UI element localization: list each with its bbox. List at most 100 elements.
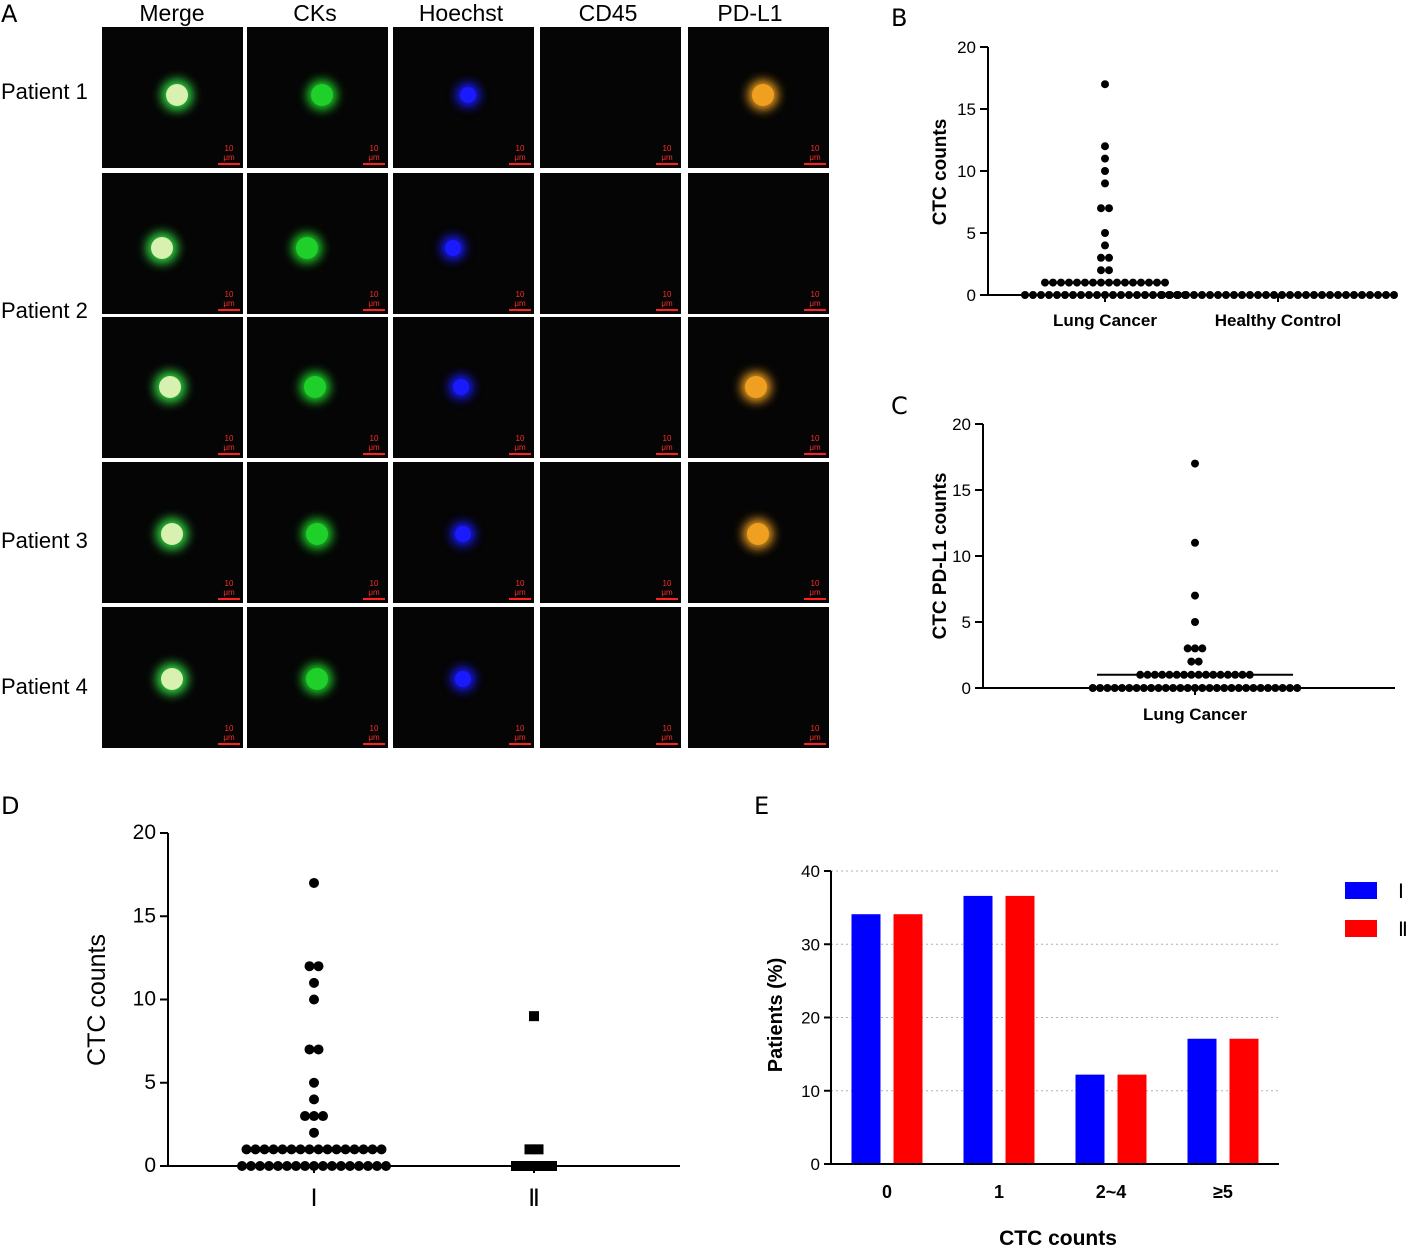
scale-bar: 10 μm — [804, 579, 826, 600]
data-point — [300, 1161, 310, 1171]
data-point — [533, 1144, 544, 1155]
cell-signal — [306, 668, 328, 690]
data-point — [1285, 684, 1294, 692]
data-point — [1103, 684, 1112, 692]
micro-image-patient-1-cks: 10 μm — [247, 27, 388, 168]
micro-image-patient-4-merge: 10 μm — [102, 607, 243, 748]
cell-signal — [311, 84, 333, 106]
data-point — [273, 1161, 283, 1171]
data-point — [1147, 684, 1156, 692]
data-point — [1139, 684, 1148, 692]
y-tick-label: 30 — [801, 935, 820, 954]
data-point — [1161, 684, 1170, 692]
scale-bar-label: 10 μm — [514, 144, 526, 162]
cell-signal — [151, 237, 173, 259]
scale-bar-label: 10 μm — [223, 144, 235, 162]
data-point — [1172, 670, 1181, 679]
data-point — [1198, 684, 1207, 692]
data-point — [268, 1144, 279, 1155]
category-label: Lung Cancer — [1143, 705, 1247, 724]
y-tick-label: 0 — [811, 1155, 820, 1174]
data-point — [1222, 291, 1230, 299]
data-point — [1118, 684, 1126, 692]
scale-bar-label: 10 μm — [514, 290, 526, 308]
data-point — [1105, 253, 1113, 262]
scale-bar-label: 10 μm — [514, 434, 526, 452]
micro-image-patient-3-pdl1: 10 μm — [688, 462, 829, 603]
data-point — [547, 1161, 557, 1171]
scale-bar-label: 10 μm — [223, 724, 235, 742]
cell-signal — [161, 668, 183, 690]
data-point — [309, 1161, 319, 1171]
bar — [1005, 895, 1035, 1164]
data-point — [1029, 291, 1037, 299]
chart-e-ylabel: Patients (%) — [765, 958, 787, 1072]
panel-letter-d: D — [1, 792, 20, 820]
scale-bar: 10 μm — [509, 579, 531, 600]
scale-bar: 10 μm — [218, 724, 240, 745]
data-point — [300, 1111, 310, 1122]
chart-e-xlabel: CTC counts — [999, 1227, 1117, 1250]
data-point — [1174, 291, 1182, 299]
data-point — [1133, 291, 1141, 299]
data-point — [282, 1161, 292, 1171]
data-point — [1191, 459, 1199, 468]
data-point — [1101, 167, 1109, 175]
data-point — [1205, 684, 1214, 692]
chart-c-ylabel: CTC PD-L1 counts — [930, 473, 951, 640]
data-point — [1149, 291, 1157, 299]
data-point — [1231, 670, 1240, 679]
data-point — [1191, 538, 1199, 547]
data-point — [372, 1161, 382, 1171]
scale-bar: 10 μm — [363, 579, 385, 600]
scale-bar-line — [804, 598, 826, 600]
category-label: 1 — [994, 1182, 1004, 1202]
scale-bar-line — [656, 743, 678, 745]
column-header-cd45: CD45 — [578, 0, 638, 26]
scale-bar-line — [363, 163, 385, 165]
data-point — [1089, 278, 1097, 287]
cell-signal — [455, 671, 471, 687]
bar — [1229, 1038, 1259, 1164]
data-point — [318, 1161, 328, 1171]
data-point — [309, 1077, 319, 1088]
data-point — [1334, 291, 1342, 299]
data-point — [1065, 278, 1073, 287]
micro-image-patient-4-hoechst: 10 μm — [393, 607, 534, 748]
data-point — [1101, 179, 1109, 188]
data-point — [1129, 278, 1137, 287]
data-point — [1049, 278, 1057, 287]
data-point — [322, 1144, 333, 1155]
column-header-pdl1: PD-L1 — [717, 0, 783, 26]
panel-letter-b: B — [891, 4, 908, 32]
data-point — [1358, 291, 1366, 299]
data-point — [1191, 644, 1199, 653]
scale-bar-line — [363, 309, 385, 311]
category-label: 0 — [882, 1182, 892, 1202]
panel-letter-a: A — [1, 0, 18, 28]
data-point — [336, 1161, 346, 1171]
scale-bar-line — [804, 453, 826, 455]
data-point — [349, 1144, 360, 1155]
scale-bar-line — [218, 163, 240, 165]
scale-bar-line — [218, 598, 240, 600]
y-tick-label: 10 — [801, 1082, 820, 1101]
data-point — [1101, 80, 1109, 89]
data-point — [1194, 670, 1203, 679]
scale-bar: 10 μm — [656, 434, 678, 455]
data-point — [1326, 291, 1334, 299]
data-point — [1294, 291, 1302, 299]
cell-signal — [159, 376, 181, 398]
micro-image-patient-3-cd45: 10 μm — [540, 462, 681, 603]
scale-bar-line — [804, 743, 826, 745]
y-tick-label: 20 — [801, 1009, 820, 1028]
data-point — [295, 1144, 306, 1155]
data-point — [1187, 670, 1196, 679]
scale-bar-label: 10 μm — [223, 579, 235, 597]
scale-bar: 10 μm — [218, 579, 240, 600]
data-point — [1166, 291, 1174, 299]
data-point — [246, 1161, 256, 1171]
data-point — [250, 1144, 261, 1155]
legend-swatch — [1345, 882, 1377, 899]
scale-bar-line — [363, 453, 385, 455]
